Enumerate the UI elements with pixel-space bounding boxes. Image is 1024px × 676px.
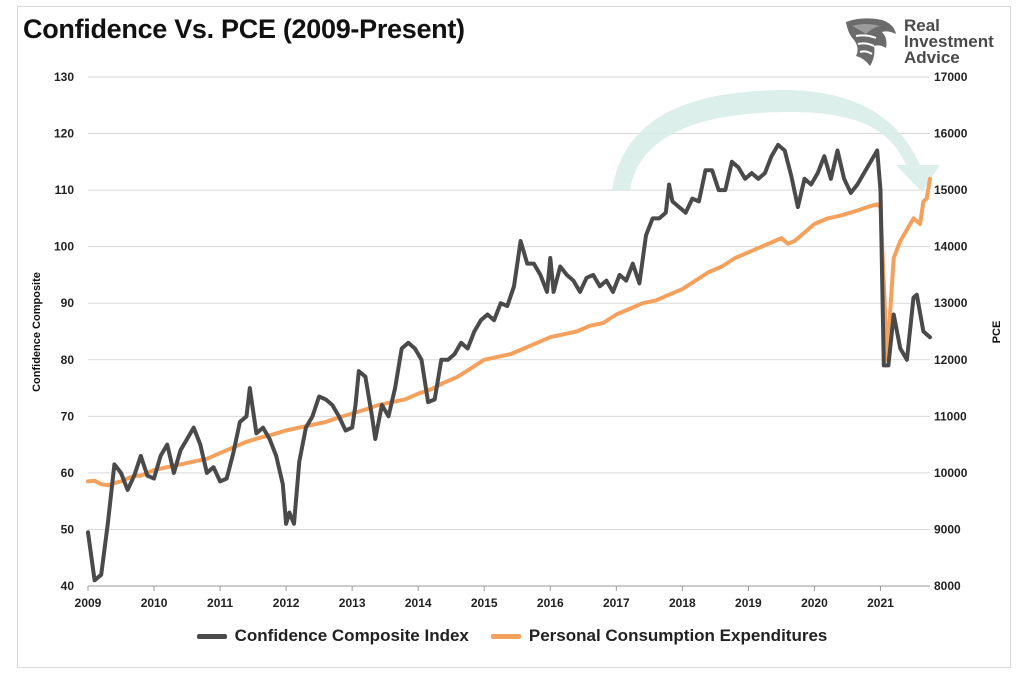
right-axis-title: PCE xyxy=(991,321,1003,344)
legend-item-pce: Personal Consumption Expenditures xyxy=(490,626,828,646)
left-tick-label: 120 xyxy=(54,127,74,141)
x-tick-label: 2020 xyxy=(801,596,828,610)
left-tick-label: 90 xyxy=(61,296,75,310)
left-axis-ticks: 40 50 60 70 80 90 100 110 120 130 xyxy=(54,70,74,593)
x-tick-label: 2015 xyxy=(471,596,498,610)
x-tick-label: 2014 xyxy=(405,596,432,610)
legend-label-pce: Personal Consumption Expenditures xyxy=(528,626,828,645)
curved-arrow-annotation xyxy=(612,90,940,192)
x-tick-label: 2013 xyxy=(339,596,366,610)
series-line-confidence xyxy=(86,142,932,583)
legend-swatch-pce xyxy=(490,633,521,639)
series-layer xyxy=(86,142,932,583)
left-tick-label: 100 xyxy=(54,240,74,254)
legend-label-confidence: Confidence Composite Index xyxy=(234,626,469,645)
left-axis-title: Confidence Composite xyxy=(31,272,43,392)
eagle-head-icon xyxy=(846,18,896,66)
brand-line-1: Real xyxy=(904,16,940,35)
x-tick-label: 2019 xyxy=(735,596,762,610)
legend: Confidence Composite Index Personal Cons… xyxy=(0,626,1024,646)
x-tick-label: 2021 xyxy=(867,596,894,610)
brand-logo: Real Investment Advice xyxy=(842,14,1002,74)
x-tick-label: 2010 xyxy=(141,596,168,610)
right-tick-label: 15000 xyxy=(934,183,968,197)
right-tick-label: 11000 xyxy=(934,409,967,423)
x-tick-label: 2009 xyxy=(75,596,102,610)
left-tick-label: 40 xyxy=(61,579,75,593)
right-tick-label: 17000 xyxy=(934,70,968,84)
right-axis-ticks: 8000 9000 10000 11000 12000 13000 14000 15000 16… xyxy=(934,70,968,593)
brand-line-2: Investment xyxy=(904,32,994,51)
right-tick-label: 10000 xyxy=(934,466,968,480)
right-tick-label: 13000 xyxy=(934,296,968,310)
x-tick-label: 2016 xyxy=(537,596,564,610)
x-tick-label: 2018 xyxy=(669,596,696,610)
gridlines xyxy=(88,76,930,530)
brand-name: Real Investment Advice xyxy=(904,16,994,67)
left-tick-label: 110 xyxy=(55,183,75,197)
x-tick-label: 2011 xyxy=(207,596,233,610)
right-tick-label: 12000 xyxy=(934,353,968,367)
left-tick-label: 130 xyxy=(54,70,74,84)
x-axis-ticks: 2009 2010 2011 2012 2013 2014 2015 2016 2017 2018… xyxy=(75,586,894,610)
left-tick-label: 50 xyxy=(61,522,75,536)
legend-item-confidence: Confidence Composite Index xyxy=(196,626,469,646)
right-tick-label: 9000 xyxy=(934,522,961,536)
right-tick-label: 8000 xyxy=(934,579,961,593)
chart-title: Confidence Vs. PCE (2009-Present) xyxy=(23,14,465,44)
right-tick-label: 16000 xyxy=(934,127,968,141)
legend-swatch-confidence xyxy=(196,633,227,639)
x-tick-label: 2017 xyxy=(603,596,630,610)
left-tick-label: 70 xyxy=(61,409,75,423)
x-tick-label: 2012 xyxy=(273,596,300,610)
right-tick-label: 14000 xyxy=(934,240,968,254)
left-tick-label: 80 xyxy=(61,353,75,367)
left-tick-label: 60 xyxy=(61,466,75,480)
series-line-pce xyxy=(86,176,932,488)
brand-line-3: Advice xyxy=(904,48,960,67)
